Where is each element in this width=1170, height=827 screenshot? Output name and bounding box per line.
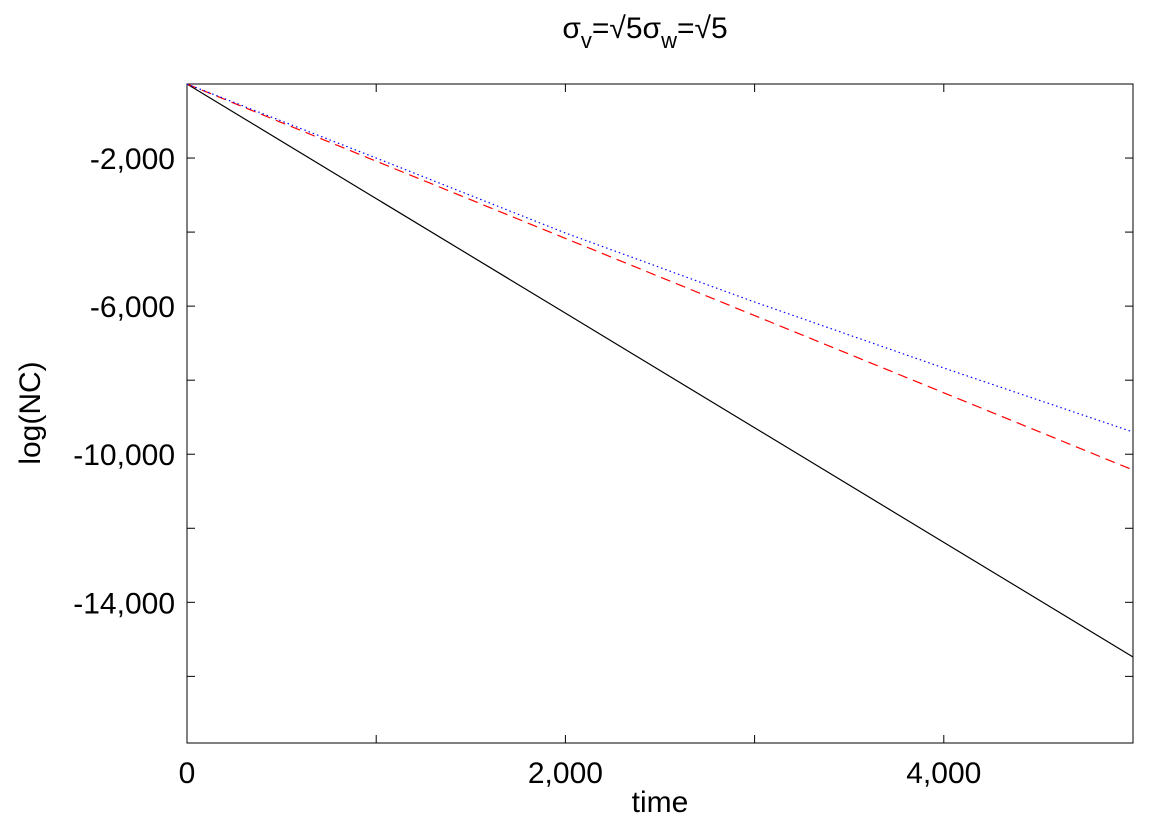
x-tick-label: 2,000 xyxy=(528,757,603,790)
title-subscript: w xyxy=(660,28,677,53)
y-tick-label: -2,000 xyxy=(90,143,175,176)
x-tick-label: 0 xyxy=(179,757,196,790)
series-line xyxy=(186,83,1134,433)
plot-frame xyxy=(186,83,1134,744)
chart-title: σv=√5σw=√5 xyxy=(562,12,727,53)
title-symbol: σ xyxy=(643,12,662,45)
title-value: =√5 xyxy=(592,12,643,45)
y-axis-label: log(NC) xyxy=(14,361,47,464)
title-symbol: σ xyxy=(562,12,581,45)
title-value: =√5 xyxy=(677,12,728,45)
y-tick-label: -14,000 xyxy=(73,587,175,620)
x-tick-label: 4,000 xyxy=(906,757,981,790)
x-axis-label: time xyxy=(632,786,689,819)
title-subscript: v xyxy=(581,28,592,53)
y-tick-label: -10,000 xyxy=(73,439,175,472)
series-line xyxy=(186,83,1134,471)
y-tick-label: -6,000 xyxy=(90,291,175,324)
series-line xyxy=(186,83,1134,658)
